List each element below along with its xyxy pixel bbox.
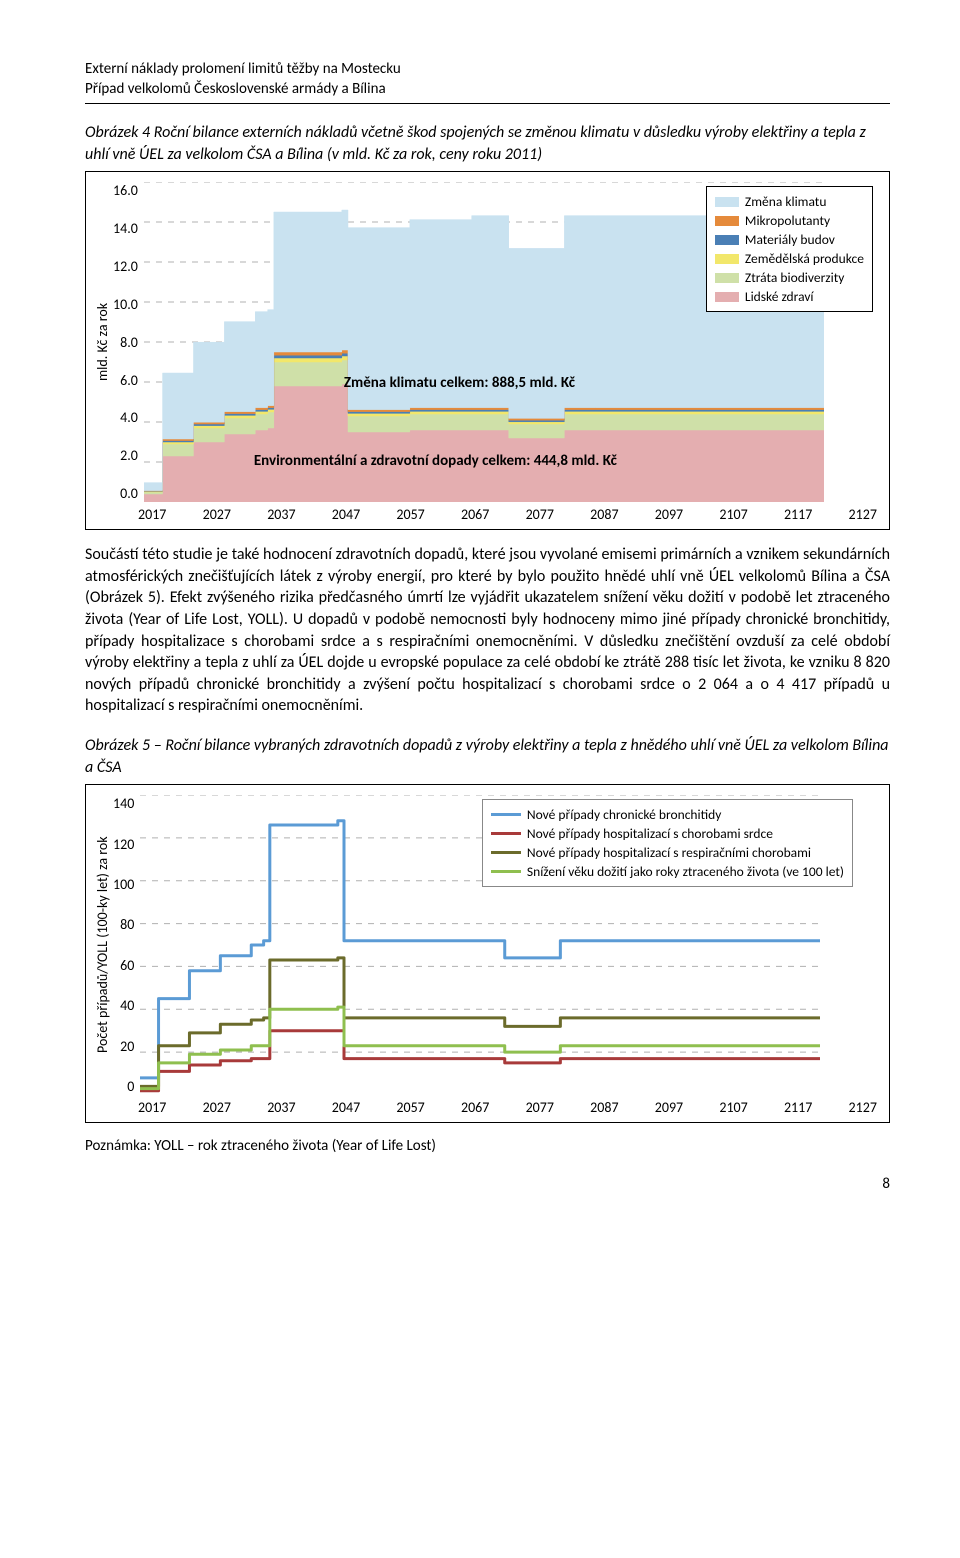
fig4-legend: Změna klimatuMikropolutantyMateriály bud… — [706, 186, 873, 312]
header-rule — [85, 103, 890, 104]
fig5-plot: Nové případy chronické bronchitidyNové p… — [140, 795, 877, 1095]
fig4-plot: Změna klimatuMikropolutantyMateriály bud… — [144, 182, 877, 502]
fig5-chart: Počet případů/YOLL (100-ky let) za rok 1… — [85, 784, 890, 1123]
running-head-1: Externí náklady prolomení limitů těžby n… — [85, 60, 890, 80]
footnote: Poznámka: YOLL – rok ztraceného života (… — [85, 1137, 890, 1155]
fig5-yaxis: 140120100806040200 — [113, 795, 140, 1095]
fig4-ylabel: mld. Kč za rok — [92, 182, 113, 502]
running-head-2: Případ velkolomů Československé armády a… — [85, 80, 890, 100]
fig4-annotation-2: Environmentální a zdravotní dopady celke… — [254, 452, 617, 470]
fig4-title: Obrázek 4 Roční bilance externích náklad… — [85, 122, 890, 165]
fig4-annotation-1: Změna klimatu celkem: 888,5 mld. Kč — [344, 374, 575, 392]
fig4-xaxis: 2017202720372047205720672077208720972107… — [92, 502, 877, 523]
fig5-legend: Nové případy chronické bronchitidyNové p… — [482, 799, 853, 887]
page: Externí náklady prolomení limitů těžby n… — [0, 0, 960, 1233]
page-number: 8 — [85, 1175, 890, 1193]
fig4-yaxis: 16.014.012.010.08.06.04.02.00.0 — [113, 182, 144, 502]
fig4-chart: mld. Kč za rok 16.014.012.010.08.06.04.0… — [85, 171, 890, 530]
fig5-xaxis: 2017202720372047205720672077208720972107… — [92, 1095, 877, 1116]
fig5-title: Obrázek 5 – Roční bilance vybraných zdra… — [85, 735, 890, 778]
fig5-ylabel: Počet případů/YOLL (100-ky let) za rok — [92, 795, 113, 1095]
body-paragraph-1: Součástí této studie je také hodnocení z… — [85, 544, 890, 717]
